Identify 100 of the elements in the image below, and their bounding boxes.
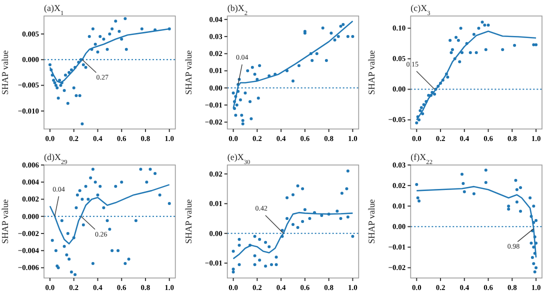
point: [86, 198, 90, 201]
point: [462, 182, 465, 185]
point: [66, 232, 70, 235]
point: [264, 240, 268, 244]
point: [80, 198, 84, 201]
point: [532, 43, 536, 46]
point: [416, 196, 420, 200]
point: [238, 244, 241, 247]
point: [54, 84, 58, 87]
point: [84, 66, 88, 69]
point: [454, 36, 458, 39]
point: [91, 262, 94, 265]
point: [513, 44, 516, 47]
point: [68, 71, 71, 74]
point: [321, 26, 324, 30]
point: [253, 254, 256, 258]
point: [48, 63, 52, 66]
point: [351, 35, 354, 38]
point: [62, 88, 66, 92]
point: [534, 218, 538, 222]
point: [346, 169, 350, 172]
point: [168, 202, 171, 206]
point: [514, 178, 518, 182]
point: [116, 249, 120, 252]
point: [515, 188, 518, 192]
point: [62, 244, 66, 248]
point: [450, 48, 454, 52]
point: [240, 114, 244, 117]
point: [124, 17, 127, 20]
point: [336, 35, 340, 38]
point: [108, 32, 112, 36]
point: [507, 208, 510, 211]
point: [241, 122, 244, 126]
point: [82, 63, 85, 66]
point: [134, 219, 138, 222]
point: [460, 172, 464, 176]
point: [56, 86, 59, 90]
point: [74, 94, 78, 98]
point: [468, 51, 472, 54]
point: [66, 102, 70, 105]
point: [351, 234, 354, 238]
point: [346, 216, 350, 219]
point: [301, 220, 304, 223]
point: [110, 249, 114, 252]
chart-title: (b)X$_{2}$: [227, 3, 248, 16]
point: [421, 112, 424, 116]
point: [256, 96, 260, 100]
point: [286, 217, 289, 220]
point: [74, 273, 77, 276]
point: [342, 23, 345, 26]
point: [50, 238, 54, 242]
point: [70, 270, 73, 274]
point: [253, 234, 256, 238]
point: [52, 78, 56, 82]
point: [108, 228, 112, 231]
point: [118, 30, 121, 33]
point: [292, 80, 294, 83]
point: [345, 187, 348, 190]
point: [98, 184, 102, 188]
point: [484, 168, 488, 172]
point: [292, 193, 294, 196]
point: [232, 92, 235, 95]
point: [120, 38, 124, 41]
point: [94, 180, 97, 184]
point: [53, 81, 56, 84]
point: [333, 38, 336, 42]
point: [56, 96, 60, 100]
point: [308, 217, 312, 220]
point: [96, 193, 100, 196]
point: [106, 48, 109, 51]
point: [234, 114, 238, 117]
point: [91, 27, 94, 30]
point: [139, 168, 142, 171]
point: [336, 210, 339, 213]
point: [54, 249, 58, 252]
point: [303, 208, 306, 212]
chart-title: (e)X$_{30}$: [227, 152, 250, 166]
point: [248, 100, 252, 104]
point: [250, 66, 254, 69]
point: [82, 223, 85, 226]
point: [232, 106, 236, 110]
point: [458, 60, 462, 64]
point: [244, 92, 247, 95]
point: [140, 27, 144, 30]
point: [532, 204, 536, 208]
point: [264, 264, 268, 268]
y-axis-title: SHAP value: [0, 199, 10, 244]
point: [268, 245, 271, 248]
chart-title: (c)X$_{3}$: [410, 3, 430, 16]
point: [258, 64, 262, 68]
point: [286, 196, 289, 200]
point: [330, 32, 333, 35]
point: [528, 196, 532, 200]
point: [486, 24, 490, 27]
y-axis-title: SHAP value: [183, 199, 194, 244]
point: [519, 186, 522, 190]
point: [418, 109, 422, 112]
point: [158, 193, 162, 196]
point: [474, 51, 478, 54]
point: [110, 27, 114, 30]
